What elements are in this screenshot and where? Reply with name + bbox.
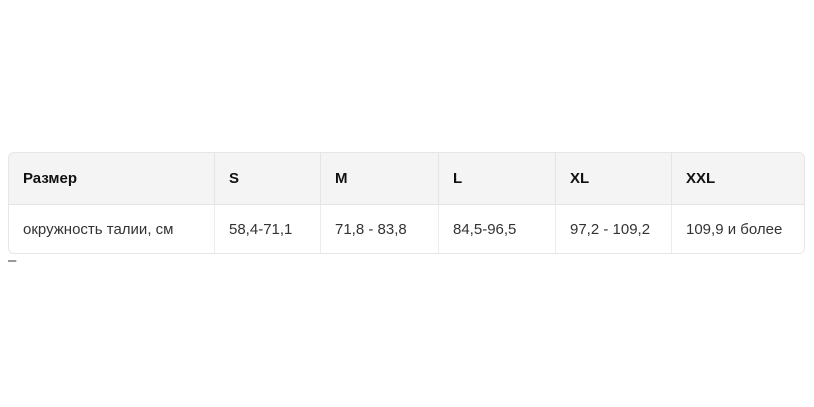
cell-value-l: 84,5-96,5 <box>439 205 556 253</box>
size-chart-container: Размер S M L XL XXL окружность талии, см… <box>8 152 805 254</box>
cell-value-s: 58,4-71,1 <box>215 205 321 253</box>
column-header-s: S <box>215 153 321 205</box>
cell-value-m: 71,8 - 83,8 <box>321 205 439 253</box>
column-header-l: L <box>439 153 556 205</box>
table-header-row: Размер S M L XL XXL <box>9 153 804 205</box>
table-row: окружность талии, см 58,4-71,1 71,8 - 83… <box>9 205 804 253</box>
table-header: Размер S M L XL XXL <box>9 153 804 205</box>
column-header-xxl: XXL <box>672 153 804 205</box>
trailing-dash-text: – <box>8 252 17 269</box>
column-header-xl: XL <box>556 153 672 205</box>
cell-value-xl: 97,2 - 109,2 <box>556 205 672 253</box>
column-header-m: M <box>321 153 439 205</box>
size-chart-table: Размер S M L XL XXL окружность талии, см… <box>8 152 805 254</box>
table-body: окружность талии, см 58,4-71,1 71,8 - 83… <box>9 205 804 253</box>
column-header-size: Размер <box>9 153 215 205</box>
cell-measurement-label: окружность талии, см <box>9 205 215 253</box>
cell-value-xxl: 109,9 и более <box>672 205 804 253</box>
